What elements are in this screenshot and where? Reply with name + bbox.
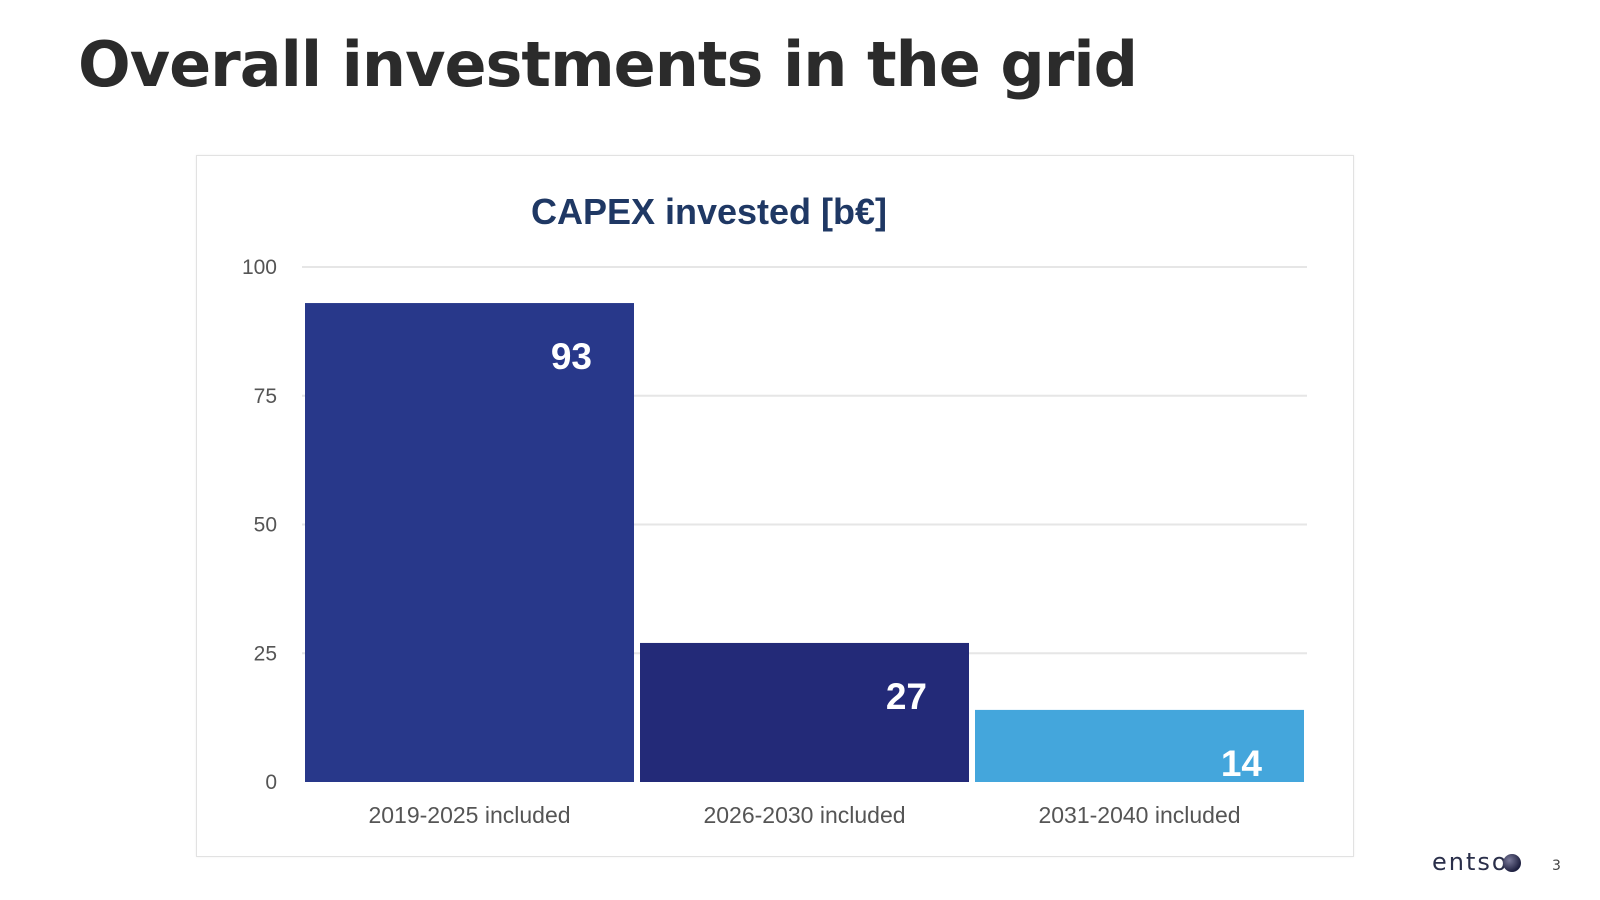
chart-title: CAPEX invested [b€] [531,191,887,232]
capex-bar-chart: CAPEX invested [b€] 0 25 50 75 100 93 27 14 20… [242,191,1307,828]
y-tick-label: 50 [254,514,277,537]
x-tick-label: 2031-2040 included [1038,802,1240,828]
logo-text: entso [1432,848,1509,876]
x-tick-label: 2019-2025 included [368,802,570,828]
data-label: 27 [886,676,927,717]
chart-card: CAPEX invested [b€] 0 25 50 75 100 93 27 14 20… [196,155,1354,857]
y-tick-label: 100 [242,256,277,279]
x-tick-label: 2026-2030 included [703,802,905,828]
bar [305,303,634,782]
bar [640,642,969,782]
x-axis-labels: 2019-2025 included 2026-2030 included 2031… [368,802,1240,828]
entsog-logo: entso [1432,848,1521,876]
y-tick-label: 25 [254,642,277,665]
data-label: 93 [551,336,592,377]
bars [305,303,1304,782]
y-tick-label: 0 [265,771,277,794]
slide-title: Overall investments in the grid [78,28,1138,101]
logo-dot-icon [1502,854,1521,872]
bar [975,709,1304,782]
y-tick-label: 75 [254,385,277,408]
data-labels: 93 27 14 [551,336,1263,784]
y-axis-ticks: 0 25 50 75 100 [242,256,277,794]
data-label: 14 [1221,743,1263,784]
page-number: 3 [1552,858,1561,874]
